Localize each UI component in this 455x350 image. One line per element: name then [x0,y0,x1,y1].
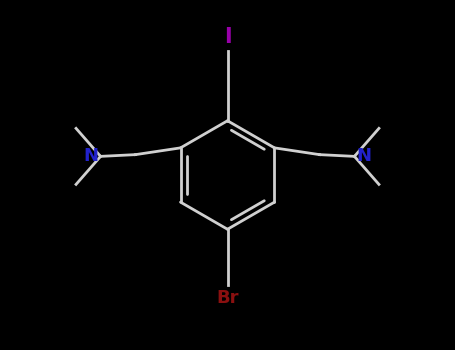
Text: Br: Br [216,289,239,307]
Text: N: N [84,147,99,165]
Text: N: N [356,147,371,165]
Text: I: I [224,27,231,47]
